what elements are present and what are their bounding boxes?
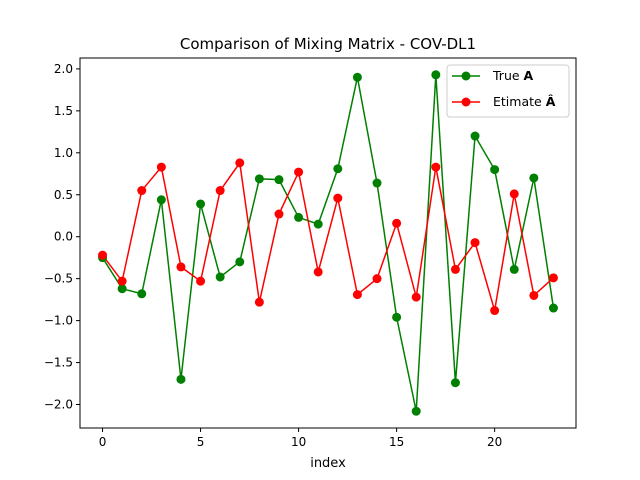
data-point-true: [490, 165, 500, 175]
legend-entry-estimate: Etimate Â: [452, 94, 556, 109]
y-axis-ticks: −2.0 −1.5 −1.0 −0.5 0.0 0.5 1.0 1.5 2.0: [44, 62, 80, 412]
data-point-true: [529, 173, 539, 183]
x-tick-label: 0: [99, 435, 107, 449]
data-point-estimate: [215, 186, 225, 196]
data-point-estimate: [411, 292, 421, 302]
x-tick-label: 5: [197, 435, 205, 449]
y-tick-label: 1.0: [54, 146, 73, 160]
data-point-true: [254, 174, 264, 184]
series-line-true: [101, 74, 555, 412]
data-point-estimate: [548, 273, 558, 283]
legend-marker-true: [461, 71, 471, 81]
y-tick-label: −1.0: [44, 314, 73, 328]
y-tick-label: −0.5: [44, 272, 73, 286]
x-tick-label: 15: [389, 435, 404, 449]
x-axis-ticks: 0 5 10 15 20: [99, 428, 502, 449]
series-line-estimate: [101, 160, 554, 311]
data-point-estimate: [431, 162, 441, 172]
y-tick-label: −1.5: [44, 356, 73, 370]
y-tick-label: 0.5: [54, 188, 73, 202]
data-point-estimate: [235, 158, 245, 168]
data-point-true: [176, 374, 186, 384]
data-point-true: [117, 284, 127, 294]
data-point-true: [235, 257, 245, 267]
data-point-estimate: [509, 189, 519, 199]
legend-label-true: True A: [492, 68, 534, 83]
y-tick-label: 1.5: [54, 104, 73, 118]
data-point-true: [450, 378, 460, 388]
x-tick-label: 10: [291, 435, 306, 449]
data-point-estimate: [372, 274, 382, 284]
y-tick-label: −2.0: [44, 398, 73, 412]
data-point-estimate: [490, 306, 500, 316]
data-point-true: [294, 212, 304, 222]
legend-marker-estimate: [461, 97, 471, 107]
data-point-estimate: [450, 264, 460, 274]
data-point-true: [372, 178, 382, 188]
y-tick-label: 0.0: [54, 230, 73, 244]
data-point-true: [352, 72, 362, 82]
data-point-estimate: [176, 262, 186, 272]
data-point-estimate: [333, 193, 343, 203]
data-point-estimate: [196, 276, 206, 286]
y-tick-label: 2.0: [54, 62, 73, 76]
data-point-true: [470, 131, 480, 141]
data-point-estimate: [98, 250, 108, 260]
legend-label-estimate: Etimate Â: [493, 94, 556, 109]
data-point-estimate: [156, 162, 166, 172]
data-point-true: [313, 219, 323, 229]
plot-series-lines: [101, 74, 555, 412]
legend-entry-true: True A: [452, 68, 534, 83]
data-point-true: [215, 272, 225, 282]
data-point-true: [333, 164, 343, 174]
data-point-estimate: [294, 167, 304, 177]
data-point-true: [411, 406, 421, 416]
data-point-estimate: [352, 290, 362, 300]
data-point-true: [274, 175, 284, 185]
data-point-estimate: [470, 238, 480, 248]
x-tick-label: 20: [487, 435, 502, 449]
data-point-estimate: [274, 209, 284, 219]
chart-title: Comparison of Mixing Matrix - COV-DL1: [180, 35, 476, 53]
data-point-estimate: [117, 276, 127, 286]
legend: True A Etimate Â: [446, 64, 570, 118]
legend-box: [446, 64, 570, 118]
data-point-estimate: [254, 297, 264, 307]
data-point-estimate: [313, 267, 323, 277]
x-axis-label: index: [310, 456, 346, 471]
data-point-true: [137, 289, 147, 299]
data-point-estimate: [392, 218, 402, 228]
data-point-true: [509, 264, 519, 274]
data-point-estimate: [529, 290, 539, 300]
data-point-estimate: [137, 186, 147, 196]
data-point-true: [431, 70, 441, 80]
data-point-true: [392, 312, 402, 322]
data-point-true: [548, 303, 558, 313]
plot-frame: [79, 57, 577, 429]
plot-series-markers: [98, 70, 558, 416]
data-point-true: [156, 195, 166, 205]
data-point-true: [196, 199, 206, 209]
